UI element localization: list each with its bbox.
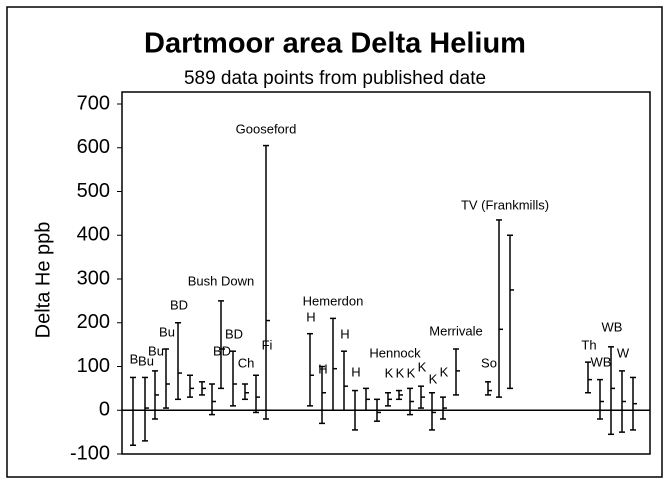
- bar-label: Bu: [148, 343, 164, 358]
- annotation: Bush Down: [188, 273, 254, 288]
- y-tick-label: 0: [99, 399, 110, 421]
- bar-label: BD: [213, 343, 231, 358]
- bar-label: BD: [225, 326, 243, 341]
- chart-subtitle: 589 data points from published date: [184, 68, 486, 89]
- y-tick-label: 100: [77, 355, 110, 377]
- bar-label: Fi: [262, 337, 273, 352]
- y-tick-label: 400: [77, 224, 110, 246]
- bar-label: K: [385, 365, 394, 380]
- annotation: Gooseford: [236, 121, 297, 136]
- bar-label: WB: [602, 319, 623, 334]
- y-tick-label: 500: [77, 180, 110, 202]
- bar-label: Th: [581, 337, 596, 352]
- bar-label: K: [407, 365, 416, 380]
- y-tick-label: 300: [77, 267, 110, 289]
- chart-title: Dartmoor area Delta Helium: [144, 28, 526, 60]
- y-tick-label: 700: [77, 92, 110, 114]
- bar-label: Ch: [238, 355, 255, 370]
- bar-label: Bu: [138, 353, 154, 368]
- bar-label: H: [340, 326, 349, 341]
- plot-frame: [121, 91, 651, 455]
- bar-label: So: [481, 355, 497, 370]
- y-tick-label: 600: [77, 136, 110, 158]
- y-tick-label: -100: [70, 442, 110, 464]
- bar-label: H: [351, 364, 360, 379]
- bar-label: H: [318, 361, 327, 376]
- frame: [6, 6, 663, 478]
- bar-label: W: [617, 345, 630, 360]
- bar-label: H: [306, 309, 315, 324]
- y-tick-label: 200: [77, 311, 110, 333]
- annotation: Hemerdon: [303, 293, 364, 308]
- bar-label: K: [440, 364, 449, 379]
- bar-label: WB: [591, 354, 612, 369]
- bar-label: Bu: [159, 324, 175, 339]
- bar-label: B: [130, 351, 139, 366]
- bar-label: K: [396, 365, 405, 380]
- annotation: Hennock: [369, 345, 421, 360]
- bar-label: K: [418, 359, 427, 374]
- bar-label: K: [429, 371, 438, 386]
- y-axis-label: Delta He ppb: [32, 222, 54, 339]
- annotation: Merrivale: [429, 323, 482, 338]
- annotation: TV (Frankmills): [461, 197, 549, 212]
- bar-label: BD: [170, 297, 188, 312]
